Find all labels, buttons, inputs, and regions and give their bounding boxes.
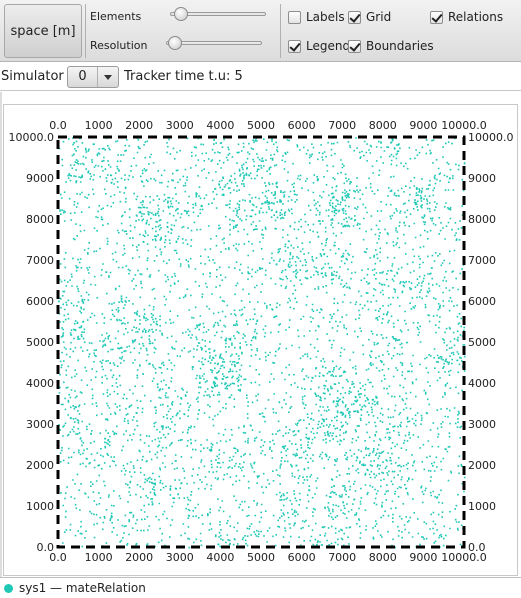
y-tick-label-right: 4000 (468, 377, 496, 390)
legend-checkbox-box[interactable] (288, 39, 301, 53)
grid-checkbox[interactable]: Grid (348, 10, 391, 24)
simulator-select-value: 0 (68, 67, 98, 87)
toolbar-separator (85, 4, 86, 58)
chevron-down-icon[interactable] (98, 74, 118, 80)
y-tick-label-left: 7000 (26, 254, 54, 267)
data-points (58, 137, 466, 549)
legend-checkbox[interactable]: Legend (288, 39, 350, 53)
legend-checkbox-label: Legend (306, 39, 351, 53)
elements-slider-thumb[interactable] (174, 7, 189, 21)
x-tick-label-top: 9000 (409, 119, 437, 132)
x-tick-label-bottom: 5000 (247, 551, 275, 564)
x-tick-label-top: 1000 (85, 119, 113, 132)
x-tick-label-top: 7000 (328, 119, 356, 132)
space-unit-label: space [m] (10, 23, 76, 39)
tracker-time: Tracker time t.u: 5 (124, 69, 243, 84)
axis-ticks: 0.00.01000100020002000300030004000400050… (9, 119, 514, 564)
x-tick-label-top: 3000 (166, 119, 194, 132)
simulator-bar: Simulator 0 Tracker time t.u: 5 (0, 63, 521, 91)
x-tick-label-top: 10000.0 (441, 119, 487, 132)
y-tick-label-left: 1000 (26, 500, 54, 513)
space-unit-button[interactable]: space [m] (4, 4, 82, 58)
y-tick-label-left: 5000 (26, 336, 54, 349)
x-tick-label-top: 6000 (288, 119, 316, 132)
x-tick-label-bottom: 7000 (328, 551, 356, 564)
y-tick-label-left: 2000 (26, 459, 54, 472)
y-tick-label-right: 9000 (468, 172, 496, 185)
x-tick-label-bottom: 2000 (125, 551, 153, 564)
boundaries-checkbox-box[interactable] (348, 39, 361, 53)
x-tick-label-bottom: 3000 (166, 551, 194, 564)
y-tick-label-left: 9000 (26, 172, 54, 185)
x-tick-label-bottom: 6000 (288, 551, 316, 564)
elements-label: Elements (90, 10, 142, 23)
boundary-frame (56, 135, 466, 549)
x-tick-label-bottom: 10000.0 (441, 551, 487, 564)
x-tick-label-bottom: 8000 (369, 551, 397, 564)
x-tick-label-bottom: 9000 (409, 551, 437, 564)
x-tick-label-bottom: 4000 (206, 551, 234, 564)
y-tick-label-right: 5000 (468, 336, 496, 349)
x-tick-label-top: 2000 (125, 119, 153, 132)
y-tick-label-right: 6000 (468, 295, 496, 308)
grid-checkbox-label: Grid (366, 10, 392, 24)
y-tick-label-left: 4000 (26, 377, 54, 390)
y-tick-label-right: 7000 (468, 254, 496, 267)
x-tick-label-bottom: 1000 (85, 551, 113, 564)
y-tick-label-right: 10000.0 (468, 131, 514, 144)
y-tick-label-left: 10000.0 (9, 131, 55, 144)
legend-entry: sys1 — mateRelation (19, 581, 146, 595)
y-tick-label-left: 6000 (26, 295, 54, 308)
boundaries-checkbox-label: Boundaries (366, 39, 434, 53)
y-tick-label-left: 0.0 (37, 541, 55, 554)
scatter-points (58, 137, 466, 549)
y-tick-label-left: 3000 (26, 418, 54, 431)
relations-checkbox-box[interactable] (430, 10, 443, 24)
grid-checkbox-box[interactable] (348, 10, 361, 24)
y-tick-label-right: 8000 (468, 213, 496, 226)
toolbar: space [m] Elements Resolution Labels Gri… (0, 0, 521, 62)
toolbar-separator (280, 4, 281, 58)
x-tick-label-bottom: 0.0 (49, 551, 67, 564)
elements-slider[interactable] (170, 7, 266, 21)
relations-checkbox[interactable]: Relations (430, 10, 503, 24)
labels-checkbox-label: Labels (306, 10, 345, 24)
space-view[interactable]: 0.0 0.0 1000 1000 2000 2000 3000 3000 4000 4000 50… (3, 104, 518, 576)
boundaries-checkbox[interactable]: Boundaries (348, 39, 434, 53)
labels-checkbox[interactable]: Labels (288, 10, 345, 24)
y-tick-label-left: 8000 (26, 213, 54, 226)
y-tick-label-right: 3000 (468, 418, 496, 431)
x-tick-label-top: 0.0 (49, 119, 67, 132)
relations-checkbox-label: Relations (448, 10, 504, 24)
boundary-rect (56, 135, 466, 549)
resolution-slider-thumb[interactable] (168, 36, 183, 50)
x-tick-label-top: 4000 (206, 119, 234, 132)
panel-edge (0, 92, 2, 578)
x-tick-label-top: 8000 (369, 119, 397, 132)
resolution-label: Resolution (90, 39, 148, 52)
y-tick-label-right: 1000 (468, 500, 496, 513)
resolution-slider[interactable] (166, 36, 262, 50)
legend-marker-icon (4, 583, 13, 593)
y-tick-label-right: 0.0 (468, 541, 486, 554)
scatter-plot[interactable]: 0.00.01000100020002000300030004000400050… (4, 105, 517, 575)
labels-checkbox-box[interactable] (288, 10, 301, 24)
y-tick-label-right: 2000 (468, 459, 496, 472)
x-tick-label-top: 5000 (247, 119, 275, 132)
simulator-select[interactable]: 0 (67, 66, 119, 88)
simulator-label: Simulator (1, 69, 64, 84)
legend: sys1 — mateRelation (0, 577, 521, 598)
